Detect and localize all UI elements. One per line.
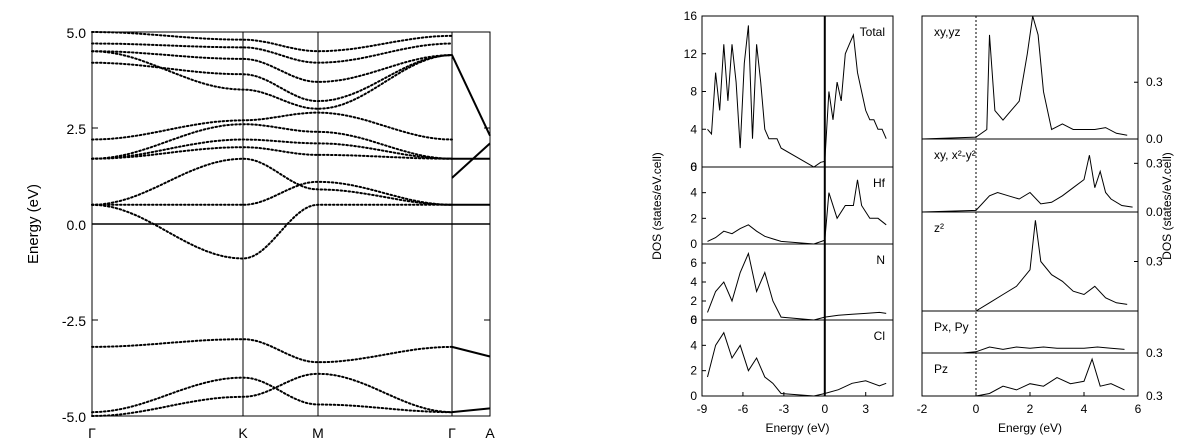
band-line [91, 31, 453, 53]
pdos-y-tick-label: 0.3 [1146, 346, 1163, 360]
x-tick-label: K [238, 425, 248, 441]
dos-y-tick-label: 4 [690, 122, 697, 136]
y-tick-label: -5.0 [62, 409, 86, 425]
pdos-curve [922, 220, 1128, 312]
pdos-frame [921, 15, 1139, 397]
dos-x-tick-label: -3 [779, 402, 790, 416]
x-tick-label: A [485, 425, 495, 441]
x-tick-label: M [312, 425, 324, 441]
dos-frame [701, 15, 894, 397]
pdos-x-tick-label: 2 [1027, 402, 1034, 416]
pdos-y-tick-label: 0.0 [1146, 205, 1163, 219]
band-line [91, 123, 453, 160]
y-tick-label: 2.5 [67, 121, 87, 137]
pdos-x-tick-label: 0 [973, 402, 980, 416]
subpanel-name: xy,yz [934, 25, 960, 39]
dos-y-axis-label: DOS (states/eV.cell) [650, 152, 664, 260]
x-tick-label: Γ [88, 425, 96, 441]
band-line-gamma-a [451, 345, 491, 358]
dos-x-tick-label: -6 [738, 402, 749, 416]
dos-curve [707, 251, 887, 321]
band-line-gamma-a [451, 142, 491, 179]
pdos-x-axis-label: Energy (eV) [998, 421, 1062, 435]
dos-y-tick-label: 0 [690, 389, 697, 403]
band-line [91, 338, 453, 364]
subpanel-name: xy, x²-y² [934, 148, 976, 162]
band-line-gamma-a [451, 54, 491, 137]
band-line [91, 372, 453, 417]
band-line [91, 376, 453, 414]
band-line [91, 54, 453, 103]
dos-curve [707, 179, 887, 245]
band-line [91, 138, 453, 160]
x-tick-label: Γ [448, 425, 456, 441]
band-line [91, 50, 453, 83]
dos-x-tick-label: -9 [697, 402, 708, 416]
dos-curve [707, 25, 887, 168]
pdos-curve [922, 357, 1125, 397]
band-line [91, 203, 453, 260]
y-tick-label: 5.0 [67, 25, 87, 41]
band-line [91, 157, 453, 206]
subpanel-name: z² [934, 221, 944, 235]
dos-y-tick-label: 0 [690, 160, 697, 174]
y-tick-label: -2.5 [62, 313, 86, 329]
pdos-x-tick-label: -2 [917, 402, 928, 416]
pdos-y-axis-label: DOS (states/eV.cell) [1160, 152, 1174, 260]
dos-y-tick-label: 0 [690, 237, 697, 251]
pdos-x-tick-label: 4 [1081, 402, 1088, 416]
pdos-y-tick-label: 0.0 [1146, 132, 1163, 146]
pdos-y-tick-label: 0.3 [1146, 255, 1163, 269]
dos-y-tick-label: 16 [684, 9, 698, 23]
dos-y-tick-label: 2 [690, 364, 697, 378]
dos-curve [707, 331, 887, 397]
pdos-curve [922, 346, 1125, 354]
subpanel-name: N [876, 253, 885, 267]
band-line-gamma-a [451, 407, 491, 414]
dos-y-tick-label: 4 [690, 338, 697, 352]
dos-y-tick-label: 8 [690, 85, 697, 99]
band-line [91, 111, 453, 141]
pdos-y-tick-label: 0.3 [1146, 156, 1163, 170]
subpanel-name: Total [860, 25, 885, 39]
subpanel-name: Hf [873, 176, 886, 190]
dos-y-tick-label: 4 [690, 186, 697, 200]
dos-x-axis-label: Energy (eV) [765, 421, 829, 435]
dos-y-tick-label: 0 [690, 313, 697, 327]
dos-y-tick-label: 12 [684, 47, 698, 61]
dos-y-tick-label: 6 [690, 256, 697, 270]
dos-y-tick-label: 2 [690, 211, 697, 225]
subpanel-name: Px, Py [934, 320, 969, 334]
dos-y-tick-label: 6 [690, 160, 697, 174]
band-line [91, 50, 453, 110]
band-line [91, 180, 453, 206]
band-line [91, 42, 453, 64]
band-line [91, 146, 453, 160]
y-tick-label: 0.0 [67, 217, 87, 233]
dos-x-tick-label: 3 [862, 402, 869, 416]
pdos-curve [921, 15, 1128, 140]
pdos-curve [921, 155, 1133, 213]
dos-x-tick-label: 0 [821, 402, 828, 416]
dos-y-tick-label: 6 [690, 313, 697, 327]
pdos-y-tick-label: 0.3 [1146, 75, 1163, 89]
pdos-x-tick-label: 6 [1135, 402, 1142, 416]
dos-y-tick-label: 4 [690, 275, 697, 289]
y-axis-label: Energy (eV) [25, 184, 42, 264]
subpanel-name: Pz [934, 362, 948, 376]
subpanel-name: Cl [874, 329, 885, 343]
dos-y-tick-label: 2 [690, 294, 697, 308]
pdos-y-tick-label: 0.3 [1146, 389, 1163, 403]
